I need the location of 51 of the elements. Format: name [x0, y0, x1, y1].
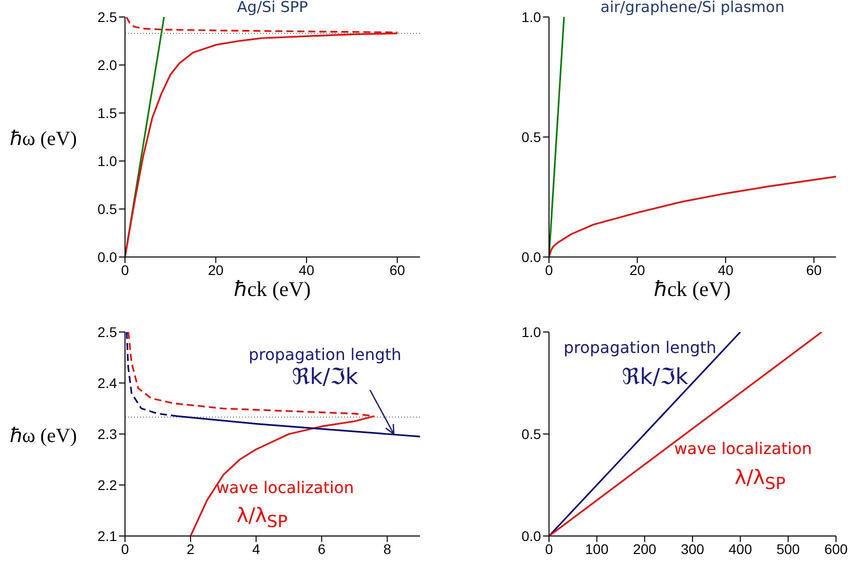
x-tick-label: 0	[121, 540, 130, 557]
annotation: wave localization	[216, 478, 354, 498]
y-tick-label: 0.5	[98, 200, 118, 217]
y-tick-label: 2.0	[98, 56, 118, 73]
y-tick-label: 1.0	[522, 8, 542, 25]
x-tick-label: 2	[186, 540, 195, 557]
y-tick-label: 0.0	[522, 248, 542, 265]
annotation: wave localization	[674, 439, 812, 458]
y-tick-label: 2.4	[98, 374, 118, 391]
x-tick-label: 0	[121, 262, 130, 278]
x-axis-title: ℏck (eV)	[654, 277, 731, 301]
x-tick-label: 8	[383, 540, 392, 557]
y-axis-title: ℏω (eV)	[9, 424, 78, 448]
annotation: λ/λ$_{SP}$	[236, 503, 288, 531]
x-tick-label: 300	[680, 540, 704, 557]
y-tick-label: 0.5	[522, 128, 542, 145]
x-axis-title: ℏck (eV)	[234, 277, 311, 301]
annotation: propagation length	[564, 338, 716, 358]
annotation: ℜk/ℑk	[622, 364, 688, 390]
x-tick-label: 4	[252, 540, 260, 557]
x-tick-label: 0	[545, 540, 554, 557]
y-tick-label: 1.5	[98, 104, 118, 121]
x-tick-label: 100	[585, 540, 609, 557]
chart-title: air/graphene/Si plasmon	[600, 0, 786, 16]
annotation: ℜk/ℑk	[292, 364, 358, 390]
x-tick-label: 20	[208, 262, 224, 278]
y-tick-label: 0.0	[98, 248, 118, 265]
annotation: propagation length	[248, 345, 402, 364]
chart-title: Ag/Si SPP	[236, 0, 309, 16]
x-tick-label: 40	[718, 262, 734, 278]
y-tick-label: 0.0	[522, 528, 542, 544]
y-tick-label: 1.0	[522, 324, 542, 340]
y-tick-label: 2.1	[98, 528, 118, 544]
x-tick-label: 6	[318, 540, 326, 557]
x-tick-label: 60	[806, 262, 822, 278]
x-tick-label: 600	[824, 540, 848, 557]
annotation: λ/λ$_{SP}$	[734, 465, 786, 493]
x-tick-label: 60	[390, 262, 406, 278]
x-tick-label: 200	[632, 540, 657, 557]
x-tick-label: 0	[545, 262, 554, 278]
x-tick-label: 400	[728, 540, 752, 557]
y-axis-title: ℏω (eV)	[9, 127, 78, 151]
y-tick-label: 0.5	[522, 426, 542, 442]
x-tick-label: 500	[776, 540, 800, 557]
y-tick-label: 2.3	[98, 426, 118, 442]
y-tick-label: 2.5	[98, 8, 118, 25]
x-tick-label: 40	[298, 262, 315, 278]
y-tick-label: 2.5	[98, 324, 118, 340]
y-tick-label: 2.2	[98, 476, 118, 493]
y-tick-label: 1.0	[98, 152, 118, 169]
x-tick-label: 20	[630, 262, 646, 278]
